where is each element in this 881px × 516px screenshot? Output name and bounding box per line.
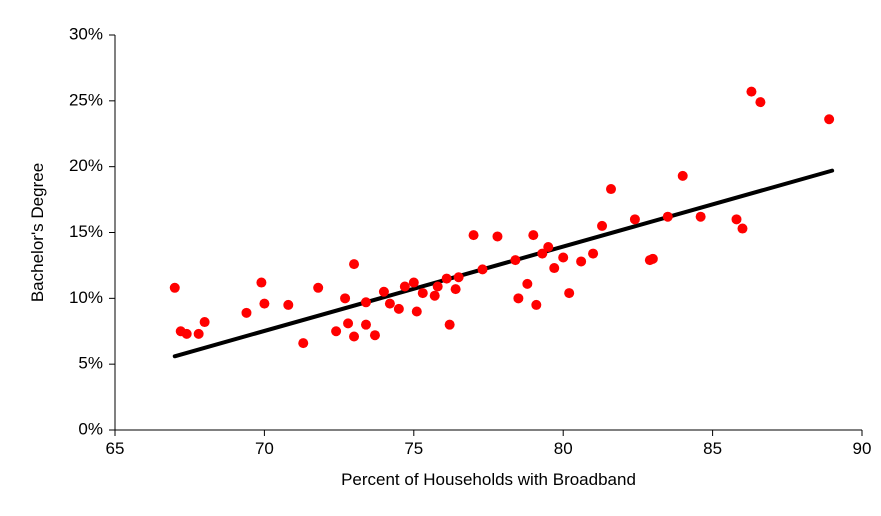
data-point bbox=[331, 326, 341, 336]
data-point bbox=[194, 329, 204, 339]
data-point bbox=[513, 293, 523, 303]
data-point bbox=[445, 320, 455, 330]
data-point bbox=[361, 320, 371, 330]
data-point bbox=[412, 307, 422, 317]
data-point bbox=[241, 308, 251, 318]
data-point bbox=[824, 114, 834, 124]
data-point bbox=[298, 338, 308, 348]
data-point bbox=[361, 297, 371, 307]
data-point bbox=[630, 214, 640, 224]
data-point bbox=[510, 255, 520, 265]
data-point bbox=[379, 287, 389, 297]
data-point bbox=[564, 288, 574, 298]
data-point bbox=[522, 279, 532, 289]
data-point bbox=[469, 230, 479, 240]
chart-background bbox=[0, 0, 881, 516]
y-tick-label: 30% bbox=[69, 24, 103, 43]
data-point bbox=[648, 254, 658, 264]
chart-svg: 0% 5% 10% 15% 20% 25% 30% 65 70 75 80 85 90 Bachelor'… bbox=[0, 0, 881, 516]
scatter-chart: 0% 5% 10% 15% 20% 25% 30% 65 70 75 80 85 90 Bachelor'… bbox=[0, 0, 881, 516]
x-tick-label: 80 bbox=[554, 439, 573, 458]
x-tick-label: 70 bbox=[255, 439, 274, 458]
data-point bbox=[400, 281, 410, 291]
data-point bbox=[430, 291, 440, 301]
data-point bbox=[256, 278, 266, 288]
y-tick-label: 20% bbox=[69, 156, 103, 175]
x-axis-title: Percent of Households with Broadband bbox=[341, 470, 636, 489]
data-point bbox=[182, 329, 192, 339]
data-point bbox=[454, 272, 464, 282]
data-point bbox=[370, 330, 380, 340]
data-point bbox=[418, 288, 428, 298]
x-tick-label: 90 bbox=[853, 439, 872, 458]
data-point bbox=[492, 231, 502, 241]
data-point bbox=[732, 214, 742, 224]
data-point bbox=[588, 249, 598, 259]
data-point bbox=[283, 300, 293, 310]
data-point bbox=[606, 184, 616, 194]
y-tick-label: 15% bbox=[69, 222, 103, 241]
data-point bbox=[531, 300, 541, 310]
data-point bbox=[478, 264, 488, 274]
data-point bbox=[755, 97, 765, 107]
data-point bbox=[340, 293, 350, 303]
data-point bbox=[433, 281, 443, 291]
y-tick-label: 0% bbox=[78, 419, 103, 438]
data-point bbox=[558, 253, 568, 263]
data-point bbox=[543, 242, 553, 252]
data-point bbox=[746, 87, 756, 97]
data-point bbox=[442, 274, 452, 284]
x-tick-label: 65 bbox=[106, 439, 125, 458]
x-tick-label: 85 bbox=[703, 439, 722, 458]
data-point bbox=[409, 278, 419, 288]
data-point bbox=[385, 299, 395, 309]
data-point bbox=[259, 299, 269, 309]
data-point bbox=[170, 283, 180, 293]
data-point bbox=[678, 171, 688, 181]
data-point bbox=[343, 318, 353, 328]
data-point bbox=[696, 212, 706, 222]
data-point bbox=[313, 283, 323, 293]
y-tick-label: 25% bbox=[69, 90, 103, 109]
x-tick-label: 75 bbox=[404, 439, 423, 458]
data-point bbox=[349, 332, 359, 342]
data-point bbox=[597, 221, 607, 231]
data-point bbox=[528, 230, 538, 240]
y-axis-title: Bachelor's Degree bbox=[28, 163, 47, 302]
data-point bbox=[549, 263, 559, 273]
data-point bbox=[737, 224, 747, 234]
data-point bbox=[349, 259, 359, 269]
data-point bbox=[200, 317, 210, 327]
data-point bbox=[451, 284, 461, 294]
data-point bbox=[576, 256, 586, 266]
data-point bbox=[663, 212, 673, 222]
y-tick-label: 10% bbox=[69, 288, 103, 307]
y-tick-label: 5% bbox=[78, 354, 103, 373]
data-point bbox=[394, 304, 404, 314]
